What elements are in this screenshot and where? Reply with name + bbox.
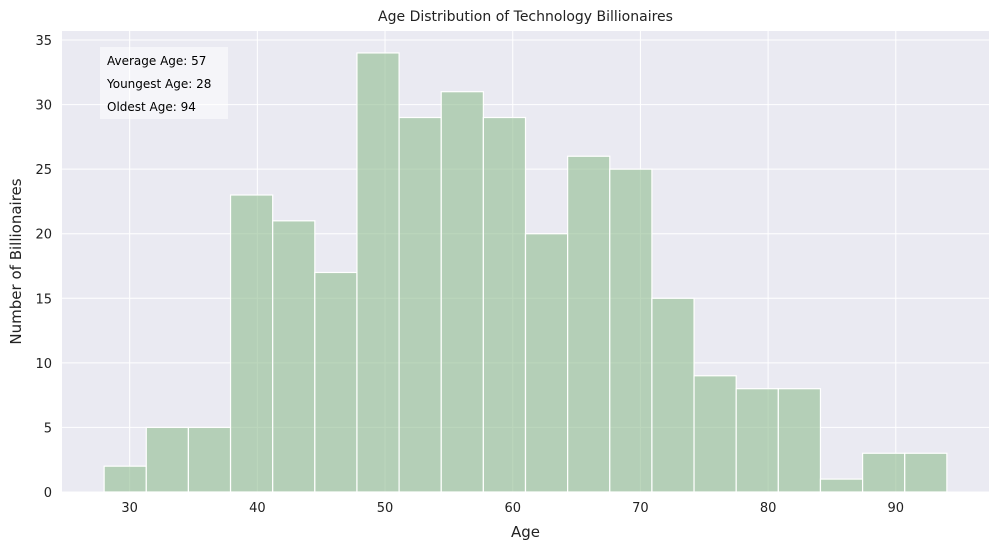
x-tick-label: 60	[504, 501, 521, 516]
histogram-bar	[229, 194, 274, 493]
histogram-bar	[819, 478, 864, 493]
annotation-text: Oldest Age: 94	[107, 100, 196, 114]
chart-title: Age Distribution of Technology Billionai…	[378, 9, 673, 25]
histogram-bar	[567, 155, 611, 493]
histogram-bar	[777, 388, 822, 493]
histogram-bar	[398, 116, 442, 493]
y-tick-label: 15	[35, 292, 52, 307]
y-tick-label: 30	[35, 99, 52, 114]
histogram-bar	[904, 452, 948, 493]
histogram-bar	[861, 452, 906, 493]
y-axis-ticks: 0 5 10 15 20 25 30 35	[35, 34, 52, 501]
annotation-background	[100, 47, 228, 119]
histogram-bar	[272, 220, 316, 493]
histogram-bar	[314, 271, 358, 493]
y-axis-label: Number of Billionaires	[7, 178, 25, 344]
y-tick-label: 0	[44, 486, 52, 501]
x-tick-label: 70	[632, 501, 649, 516]
histogram-bar	[482, 116, 527, 493]
histogram-bar	[524, 233, 569, 493]
y-tick-label: 20	[35, 228, 52, 243]
histogram-bar	[145, 426, 190, 493]
histogram-bar	[356, 52, 400, 493]
histogram-bar	[440, 91, 484, 493]
histogram-bars	[103, 52, 948, 493]
histogram-bar	[693, 375, 737, 493]
x-axis-label: Age	[511, 523, 540, 541]
histogram-bar	[735, 388, 779, 493]
y-tick-label: 5	[44, 421, 52, 436]
histogram-bar	[609, 168, 653, 493]
x-axis-ticks: 30 40 50 60 70 80 90	[121, 501, 904, 516]
histogram-bar	[651, 297, 695, 493]
x-tick-label: 80	[760, 501, 777, 516]
histogram-bar	[187, 426, 232, 493]
annotation-text: Average Age: 57	[107, 54, 206, 68]
annotation-box: Average Age: 57 Youngest Age: 28 Oldest Ag…	[100, 47, 228, 119]
x-tick-label: 50	[377, 501, 394, 516]
x-tick-label: 40	[249, 501, 266, 516]
histogram-bar	[103, 465, 147, 493]
x-tick-label: 30	[121, 501, 138, 516]
annotation-text: Youngest Age: 28	[106, 77, 211, 91]
x-tick-label: 90	[888, 501, 905, 516]
y-tick-label: 25	[35, 163, 52, 178]
y-tick-label: 10	[35, 357, 52, 372]
y-tick-label: 35	[35, 34, 52, 49]
